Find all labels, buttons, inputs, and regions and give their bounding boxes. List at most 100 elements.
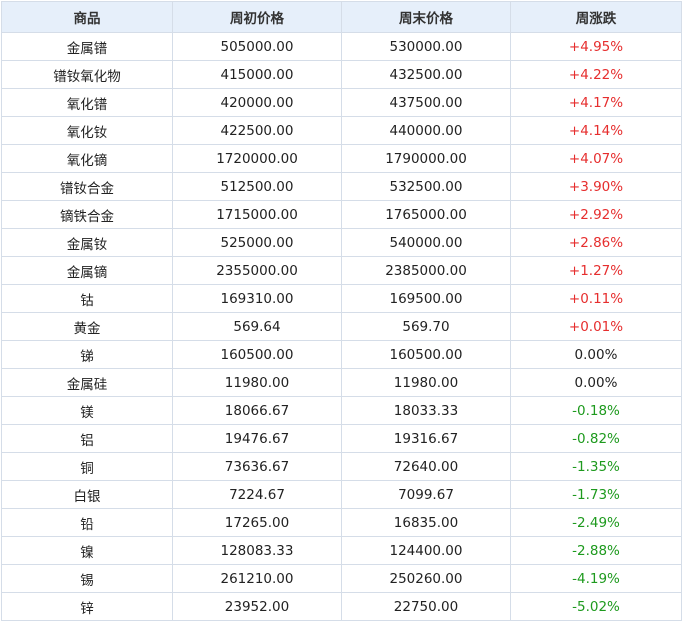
price-cell: 420000.00 xyxy=(172,88,342,117)
table-row: 氧化镨 420000.00 437500.00 +4.17% xyxy=(1,88,682,117)
table-row: 氧化钕 422500.00 440000.00 +4.14% xyxy=(1,116,682,145)
change-cell: +1.27% xyxy=(510,256,682,285)
table-row: 白银 7224.67 7099.67 -1.73% xyxy=(1,480,682,509)
table-row: 镝铁合金 1715000.00 1765000.00 +2.92% xyxy=(1,200,682,229)
table-row: 金属镝 2355000.00 2385000.00 +1.27% xyxy=(1,256,682,285)
change-cell: +2.86% xyxy=(510,228,682,257)
commodity-cell: 铜 xyxy=(1,452,173,481)
price-cell: 440000.00 xyxy=(341,116,511,145)
table-row: 镨钕合金 512500.00 532500.00 +3.90% xyxy=(1,172,682,201)
change-cell: +3.90% xyxy=(510,172,682,201)
price-cell: 7099.67 xyxy=(341,480,511,509)
table-row: 铝 19476.67 19316.67 -0.82% xyxy=(1,424,682,453)
price-cell: 1790000.00 xyxy=(341,144,511,173)
commodity-cell: 镍 xyxy=(1,536,173,565)
price-cell: 437500.00 xyxy=(341,88,511,117)
change-cell: -1.35% xyxy=(510,452,682,481)
commodity-cell: 镁 xyxy=(1,396,173,425)
price-cell: 18066.67 xyxy=(172,396,342,425)
table-row: 镨钕氧化物 415000.00 432500.00 +4.22% xyxy=(1,60,682,89)
price-cell: 19316.67 xyxy=(341,424,511,453)
commodity-cell: 镨钕氧化物 xyxy=(1,60,173,89)
change-cell: -0.82% xyxy=(510,424,682,453)
price-cell: 525000.00 xyxy=(172,228,342,257)
price-cell: 19476.67 xyxy=(172,424,342,453)
change-cell: +2.92% xyxy=(510,200,682,229)
commodity-cell: 氧化镝 xyxy=(1,144,173,173)
header-cell: 周初价格 xyxy=(172,1,342,33)
table-row: 金属钕 525000.00 540000.00 +2.86% xyxy=(1,228,682,257)
commodity-cell: 铅 xyxy=(1,508,173,537)
price-cell: 16835.00 xyxy=(341,508,511,537)
price-cell: 2355000.00 xyxy=(172,256,342,285)
change-cell: +4.22% xyxy=(510,60,682,89)
table-row: 金属镨 505000.00 530000.00 +4.95% xyxy=(1,32,682,61)
price-cell: 169500.00 xyxy=(341,284,511,313)
price-cell: 250260.00 xyxy=(341,564,511,593)
change-cell: +4.17% xyxy=(510,88,682,117)
commodity-cell: 铝 xyxy=(1,424,173,453)
commodity-cell: 白银 xyxy=(1,480,173,509)
commodity-cell: 金属硅 xyxy=(1,368,173,397)
price-cell: 530000.00 xyxy=(341,32,511,61)
price-cell: 540000.00 xyxy=(341,228,511,257)
table-row: 氧化镝 1720000.00 1790000.00 +4.07% xyxy=(1,144,682,173)
price-cell: 432500.00 xyxy=(341,60,511,89)
price-cell: 11980.00 xyxy=(172,368,342,397)
price-cell: 124400.00 xyxy=(341,536,511,565)
commodity-cell: 金属镝 xyxy=(1,256,173,285)
table-body: 金属镨 505000.00 530000.00 +4.95% 镨钕氧化物 415000.0… xyxy=(1,32,682,621)
commodity-cell: 锑 xyxy=(1,340,173,369)
price-cell: 73636.67 xyxy=(172,452,342,481)
header-row: 商品 周初价格 周末价格 周涨跌 xyxy=(1,1,682,33)
change-cell: +4.14% xyxy=(510,116,682,145)
price-cell: 72640.00 xyxy=(341,452,511,481)
table-row: 镍 128083.33 124400.00 -2.88% xyxy=(1,536,682,565)
price-cell: 422500.00 xyxy=(172,116,342,145)
price-cell: 128083.33 xyxy=(172,536,342,565)
change-cell: +0.01% xyxy=(510,312,682,341)
price-cell: 1765000.00 xyxy=(341,200,511,229)
change-cell: -2.49% xyxy=(510,508,682,537)
table-row: 镁 18066.67 18033.33 -0.18% xyxy=(1,396,682,425)
table-row: 金属硅 11980.00 11980.00 0.00% xyxy=(1,368,682,397)
commodity-cell: 锡 xyxy=(1,564,173,593)
price-cell: 569.70 xyxy=(341,312,511,341)
commodity-cell: 黄金 xyxy=(1,312,173,341)
header-cell: 周涨跌 xyxy=(510,1,682,33)
price-cell: 1715000.00 xyxy=(172,200,342,229)
price-cell: 11980.00 xyxy=(341,368,511,397)
table-row: 黄金 569.64 569.70 +0.01% xyxy=(1,312,682,341)
change-cell: +0.11% xyxy=(510,284,682,313)
commodity-cell: 氧化镨 xyxy=(1,88,173,117)
change-cell: +4.95% xyxy=(510,32,682,61)
header-cell: 商品 xyxy=(1,1,173,33)
commodity-cell: 镝铁合金 xyxy=(1,200,173,229)
commodity-cell: 钴 xyxy=(1,284,173,313)
table-row: 锌 23952.00 22750.00 -5.02% xyxy=(1,592,682,621)
change-cell: -0.18% xyxy=(510,396,682,425)
price-cell: 160500.00 xyxy=(172,340,342,369)
price-cell: 169310.00 xyxy=(172,284,342,313)
table-row: 锡 261210.00 250260.00 -4.19% xyxy=(1,564,682,593)
price-cell: 512500.00 xyxy=(172,172,342,201)
change-cell: -2.88% xyxy=(510,536,682,565)
price-cell: 505000.00 xyxy=(172,32,342,61)
table-row: 铅 17265.00 16835.00 -2.49% xyxy=(1,508,682,537)
price-cell: 160500.00 xyxy=(341,340,511,369)
price-cell: 23952.00 xyxy=(172,592,342,621)
table-row: 锑 160500.00 160500.00 0.00% xyxy=(1,340,682,369)
price-cell: 261210.00 xyxy=(172,564,342,593)
table-row: 铜 73636.67 72640.00 -1.35% xyxy=(1,452,682,481)
price-cell: 18033.33 xyxy=(341,396,511,425)
commodity-cell: 氧化钕 xyxy=(1,116,173,145)
price-cell: 415000.00 xyxy=(172,60,342,89)
change-cell: -5.02% xyxy=(510,592,682,621)
price-cell: 17265.00 xyxy=(172,508,342,537)
table-row: 钴 169310.00 169500.00 +0.11% xyxy=(1,284,682,313)
price-cell: 7224.67 xyxy=(172,480,342,509)
header-cell: 周末价格 xyxy=(341,1,511,33)
commodity-cell: 锌 xyxy=(1,592,173,621)
